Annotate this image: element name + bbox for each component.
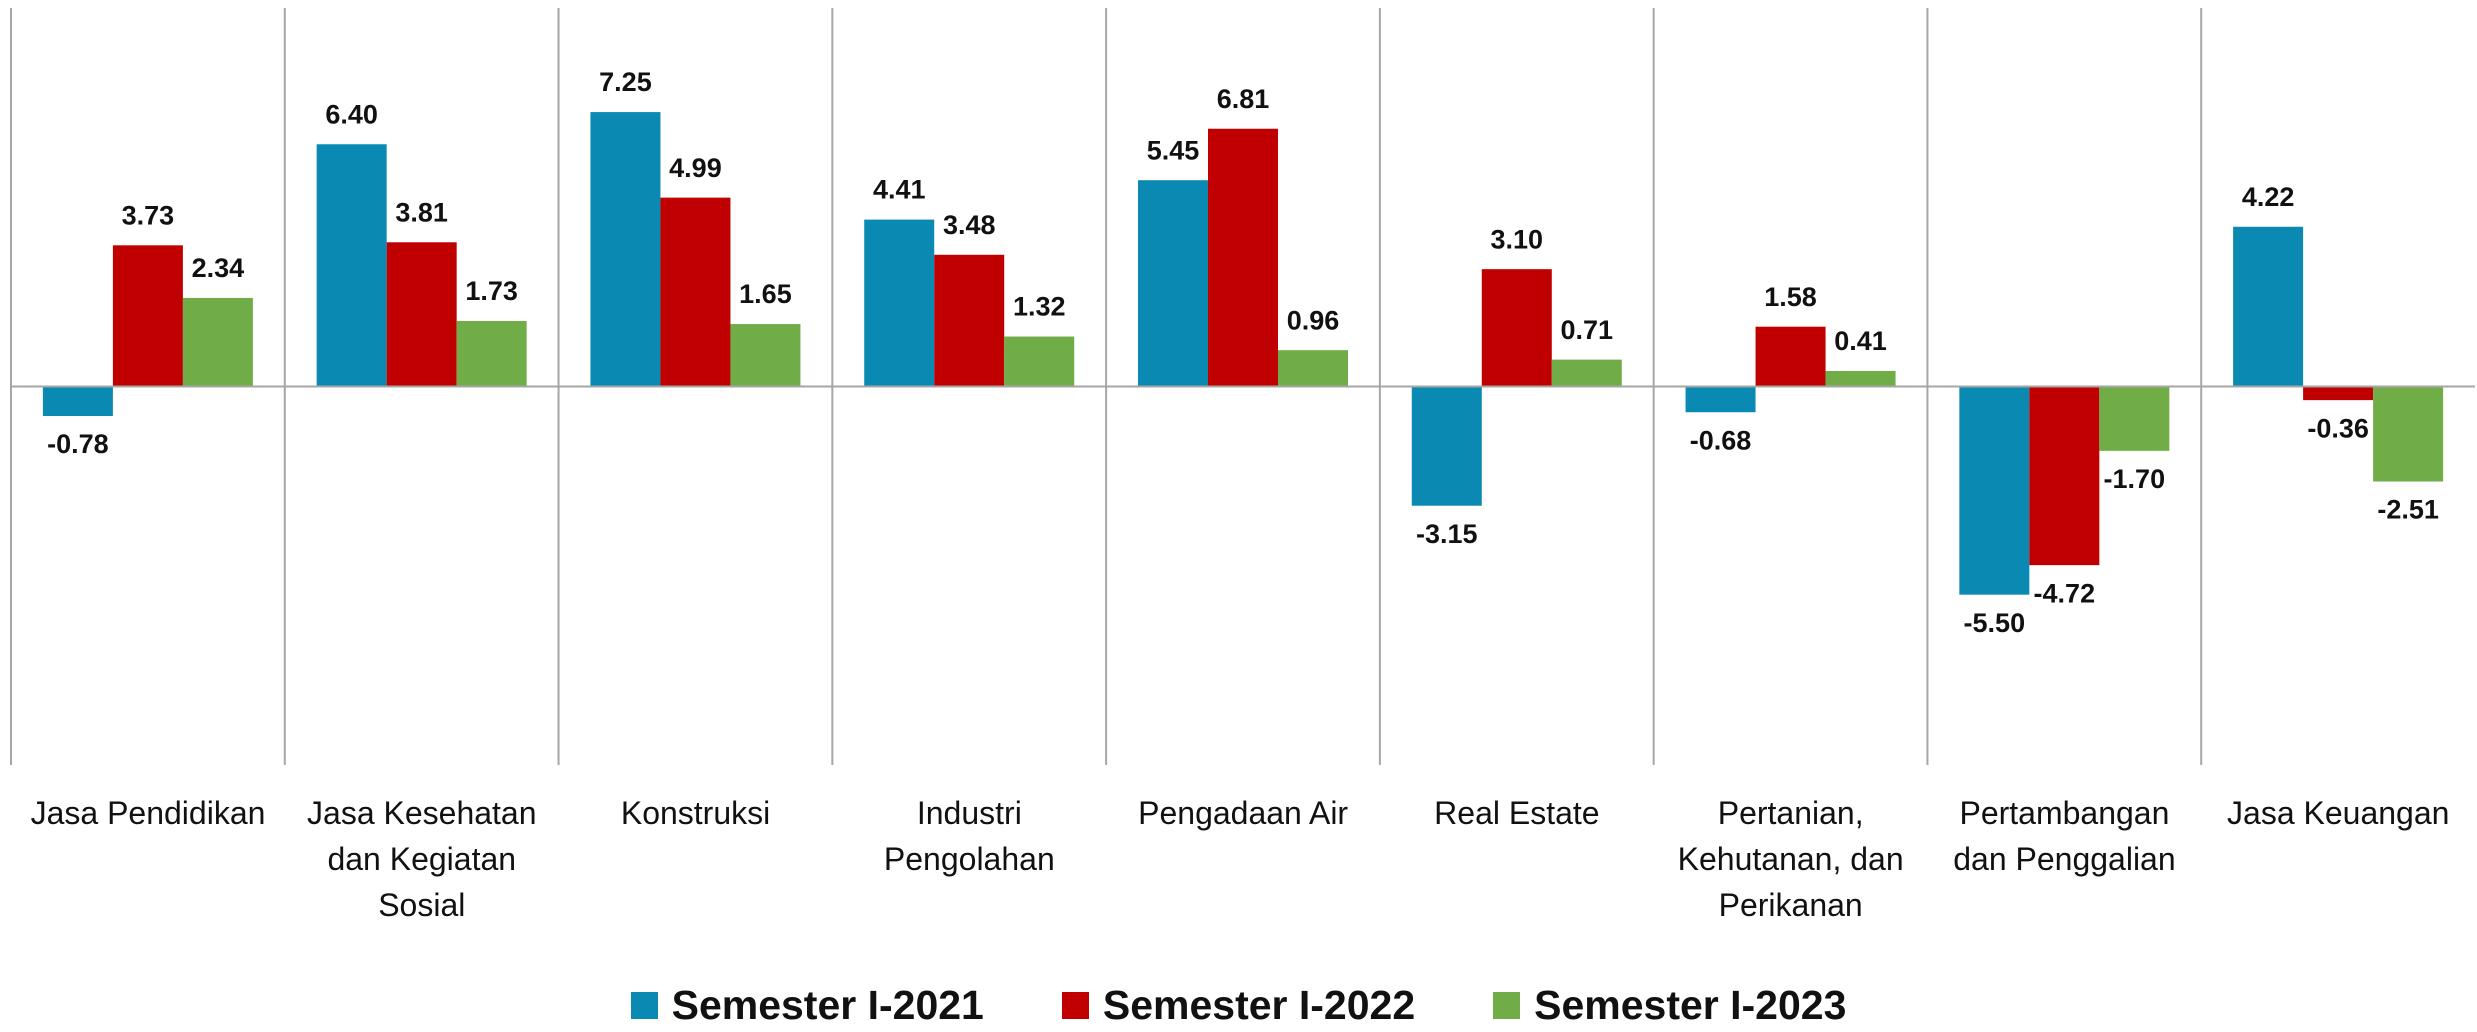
bar (182, 297, 253, 387)
value-label: -0.78 (47, 429, 109, 459)
value-label: 0.96 (1287, 305, 1340, 335)
legend-item: Semester I-2022 (1061, 982, 1416, 1029)
value-label: 3.48 (943, 210, 996, 240)
bar (2303, 386, 2374, 401)
legend-item: Semester I-2021 (630, 982, 984, 1029)
value-label: -0.36 (2307, 413, 2369, 443)
value-label: 2.34 (192, 253, 245, 283)
value-label: 4.99 (669, 153, 722, 183)
legend-label: Semester I-2021 (671, 982, 984, 1028)
bar (1825, 370, 1896, 387)
bar (42, 386, 113, 417)
value-label: 7.25 (599, 67, 652, 97)
value-label: 1.58 (1764, 282, 1817, 312)
value-label: 5.45 (1147, 135, 1200, 165)
x-tick-label: Jasa Keuangan (2227, 795, 2450, 831)
value-label: 0.71 (1560, 315, 1613, 345)
x-tick-label: Jasa Pendidikan (30, 795, 266, 831)
x-tick-label: Jasa Kesehatan dan Kegiatan Sosial (307, 795, 537, 923)
bar (1959, 386, 2030, 595)
bar (1685, 386, 1756, 413)
x-tick-label: Konstruksi (620, 795, 771, 831)
value-label: -1.70 (2104, 464, 2166, 494)
value-label: -5.50 (1964, 608, 2026, 638)
bar (730, 324, 801, 387)
bar (1411, 386, 1482, 506)
bar (1138, 180, 1208, 387)
x-tick-label: Pertanian, Kehutanan, dan Perikanan (1677, 795, 1904, 923)
legend-swatch (1493, 992, 1521, 1019)
bar (660, 197, 731, 387)
value-label: 4.41 (873, 175, 926, 205)
value-label: -3.15 (1416, 519, 1478, 549)
value-label: -0.68 (1690, 425, 1752, 455)
bar (1278, 350, 1348, 387)
x-tick-label: Industri Pengolahan (883, 795, 1055, 877)
value-label: 1.73 (465, 276, 518, 306)
bar (2099, 386, 2170, 451)
bar (316, 144, 387, 387)
legend-swatch (630, 992, 658, 1019)
bar (386, 242, 457, 387)
legend-item: Semester I-2023 (1493, 982, 1846, 1029)
value-label: 6.40 (325, 99, 378, 129)
bar (934, 254, 1005, 387)
value-label: 6.81 (1217, 84, 1270, 114)
bar (456, 321, 527, 387)
bar (2373, 386, 2444, 482)
bar (1208, 128, 1278, 387)
x-tick-label: Real Estate (1434, 795, 1600, 831)
bar (2029, 386, 2100, 566)
legend-label: Semester I-2023 (1534, 982, 1847, 1028)
bar (1481, 269, 1552, 387)
bar (1004, 336, 1075, 387)
x-tick-label: Pengadaan Air (1138, 795, 1349, 831)
value-label: 1.32 (1013, 292, 1066, 322)
value-label: -2.51 (2377, 495, 2439, 525)
bar (1551, 359, 1622, 387)
legend-swatch (1061, 992, 1089, 1019)
bar (1755, 326, 1826, 387)
legend-label: Semester I-2022 (1102, 982, 1416, 1028)
value-label: 4.22 (2242, 182, 2295, 212)
bar (864, 219, 935, 387)
value-label: -4.72 (2034, 578, 2096, 608)
value-label: 0.41 (1834, 326, 1887, 356)
legend: Semester I-2021 Semester I-2022 Semester I… (0, 982, 2477, 1029)
value-label: 3.81 (395, 197, 448, 227)
bar (590, 112, 661, 387)
value-label: 1.65 (739, 279, 792, 309)
bar (2233, 226, 2304, 387)
x-tick-label: Pertambangan dan Penggalian (1953, 795, 2176, 877)
value-label: 3.73 (122, 200, 175, 230)
bar (112, 245, 183, 387)
value-label: 3.10 (1490, 224, 1543, 254)
